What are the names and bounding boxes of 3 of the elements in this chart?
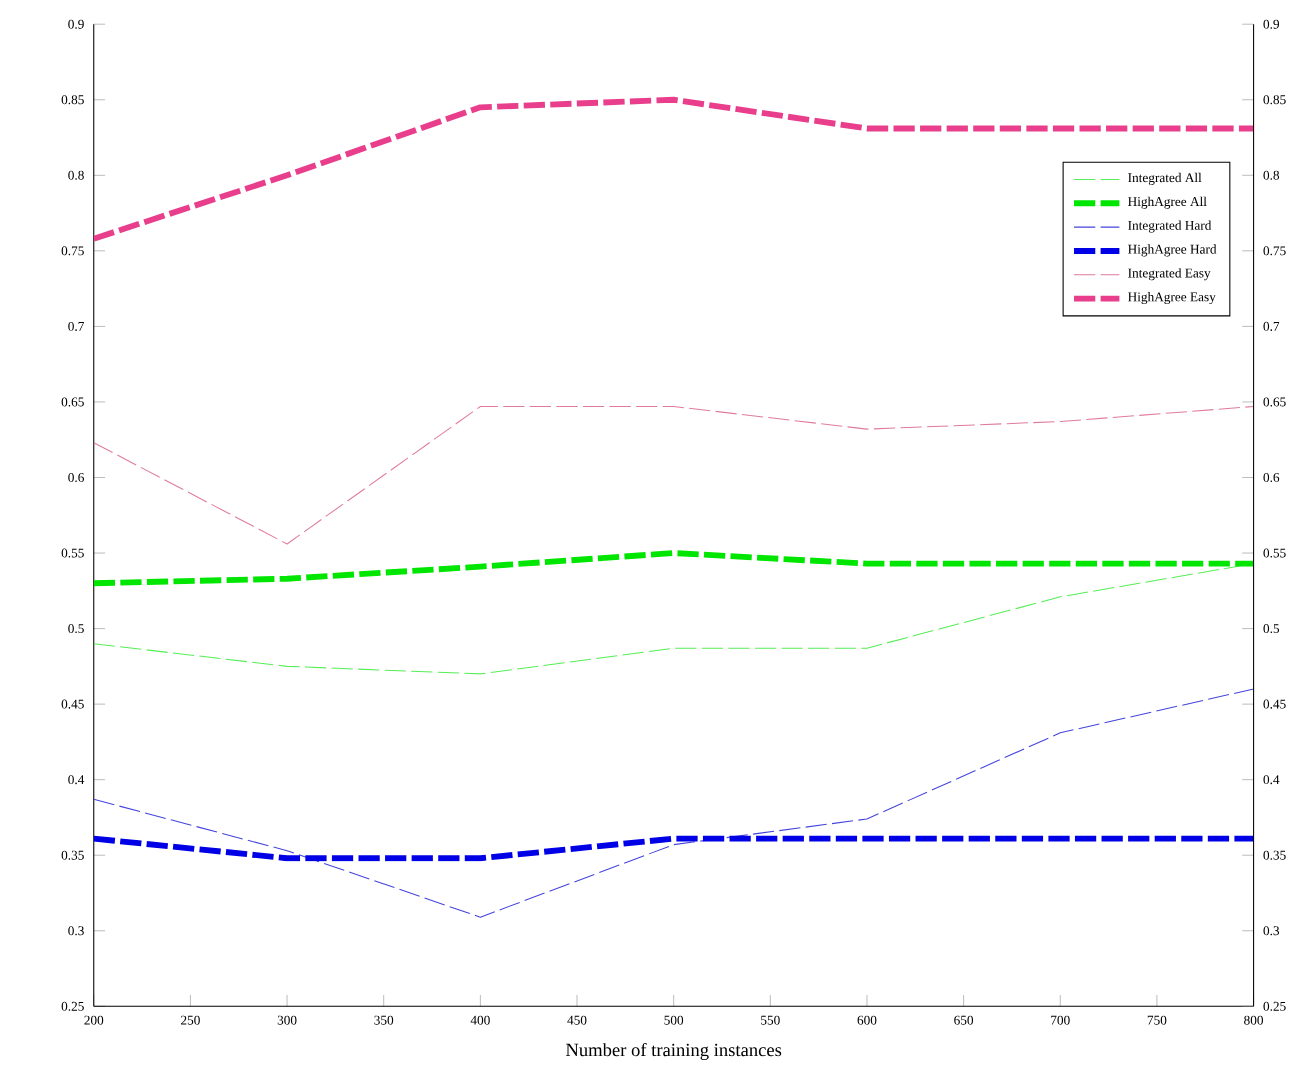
x-axis-title: Number of training instances <box>565 1042 782 1060</box>
line-series <box>93 688 1254 918</box>
line-series <box>93 405 1254 545</box>
